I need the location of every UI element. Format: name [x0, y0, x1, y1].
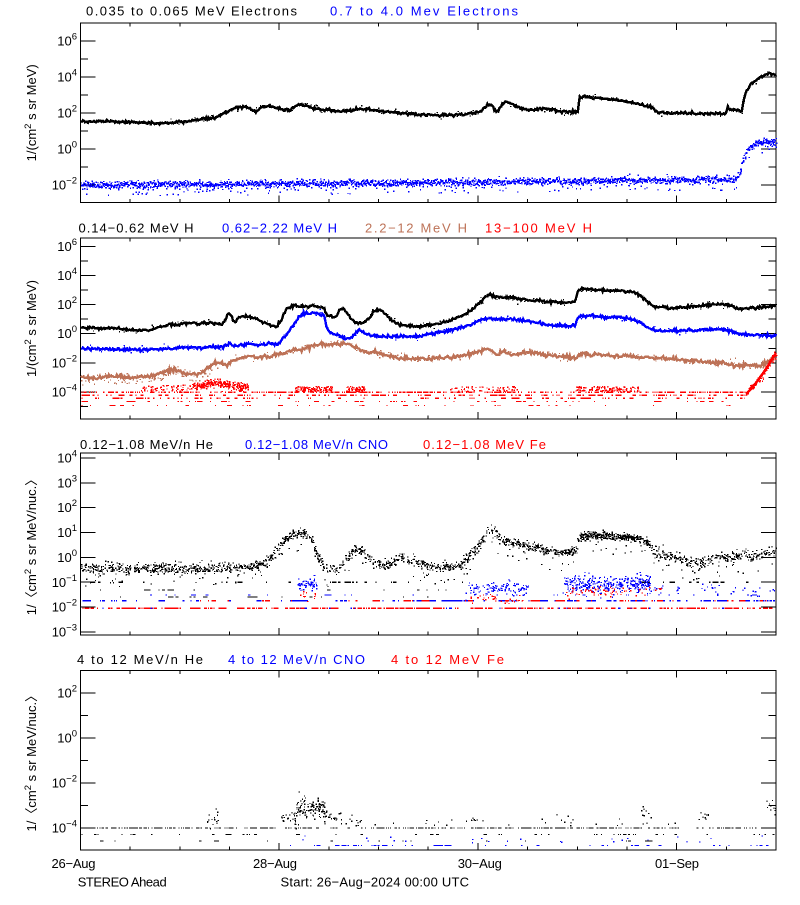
svg-text:4 to 12 MeV/n He: 4 to 12 MeV/n He	[77, 652, 203, 667]
svg-text:1/(cm2 s sr MeV): 1/(cm2 s sr MeV)	[23, 64, 39, 161]
svg-text:28−Aug: 28−Aug	[253, 856, 297, 871]
svg-text:30−Aug: 30−Aug	[458, 856, 502, 871]
svg-text:26−Aug: 26−Aug	[52, 856, 96, 871]
svg-text:0.12−1.08 MeV/n He: 0.12−1.08 MeV/n He	[80, 437, 213, 452]
svg-text:0.12−1.08 MeV/n CNO: 0.12−1.08 MeV/n CNO	[245, 437, 388, 452]
svg-text:0.035 to 0.065 MeV Electrons: 0.035 to 0.065 MeV Electrons	[86, 4, 298, 19]
svg-text:2.2−12 MeV H: 2.2−12 MeV H	[365, 220, 467, 235]
svg-text:1/〈cm2 s sr MeV/nuc.〉: 1/〈cm2 s sr MeV/nuc.〉	[23, 689, 39, 832]
svg-text:Start: 26−Aug−2024 00:00 UTC: Start: 26−Aug−2024 00:00 UTC	[281, 874, 470, 889]
svg-text:0.12−1.08 MeV Fe: 0.12−1.08 MeV Fe	[423, 437, 546, 452]
svg-text:1/〈cm2 s sr MeV/nuc.〉: 1/〈cm2 s sr MeV/nuc.〉	[23, 473, 39, 616]
svg-text:0.62−2.22 MeV H: 0.62−2.22 MeV H	[222, 220, 337, 235]
svg-text:0.14−0.62 MeV H: 0.14−0.62 MeV H	[79, 220, 194, 235]
svg-text:STEREO Ahead: STEREO Ahead	[78, 874, 167, 889]
svg-text:0.7 to 4.0 Mev Electrons: 0.7 to 4.0 Mev Electrons	[330, 4, 519, 19]
svg-text:1/(cm2 s sr MeV): 1/(cm2 s sr MeV)	[23, 280, 39, 377]
svg-text:4 to 12 MeV/n CNO: 4 to 12 MeV/n CNO	[228, 652, 365, 667]
svg-text:01−Sep: 01−Sep	[655, 856, 699, 871]
